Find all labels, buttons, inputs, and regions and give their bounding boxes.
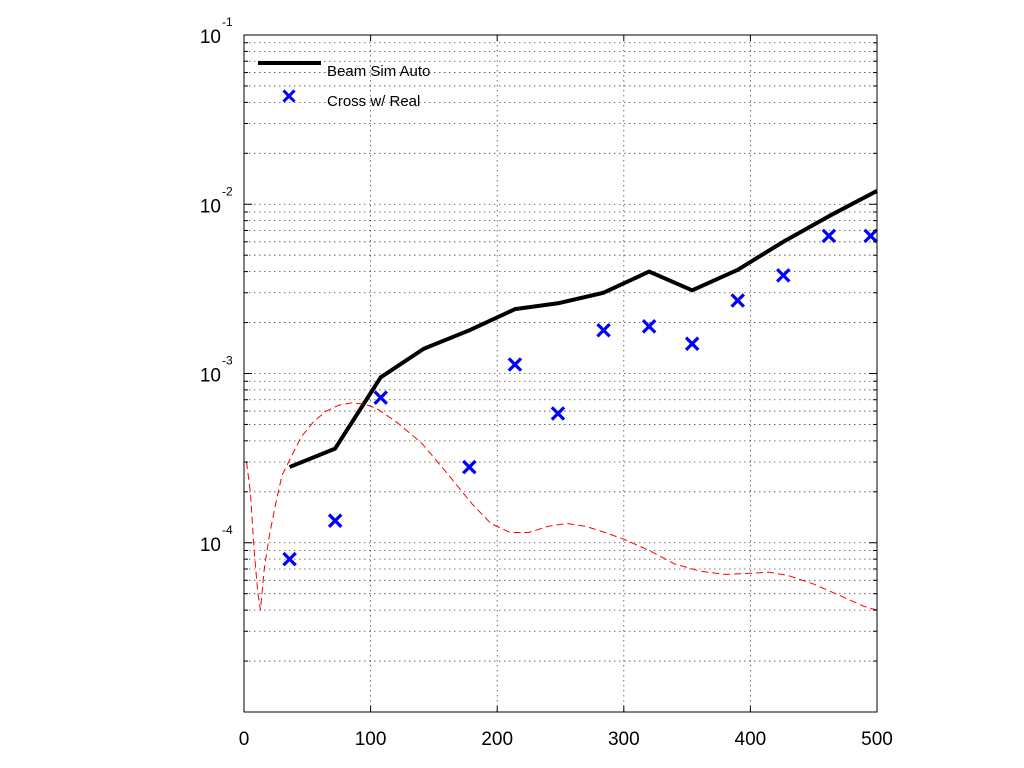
data-point-marker [684, 336, 700, 351]
legend-label: Cross w/ Real [327, 93, 420, 110]
legend-label: Beam Sim Auto [327, 63, 430, 80]
x-tick-labels: 0 100 200 300 400 500 [239, 729, 893, 750]
data-point-marker [462, 459, 477, 475]
data-point-marker [596, 323, 611, 338]
legend-marker-sample [282, 89, 296, 103]
data-point-marker [282, 551, 297, 567]
y-tick-label-base: 10 [200, 27, 221, 48]
y-tick-label-exponent: -3 [222, 354, 233, 368]
y-tick-label-exponent: -1 [222, 15, 233, 29]
x-tick-label: 400 [735, 729, 767, 750]
x-tick-label: 0 [239, 729, 250, 750]
y-tick-label-exponent: -2 [222, 184, 233, 198]
data-point-marker [507, 357, 523, 372]
x-tick-label: 100 [355, 729, 387, 750]
data-point-marker [730, 293, 746, 308]
data-point-marker [863, 228, 878, 244]
y-tick-label-base: 10 [200, 196, 221, 217]
data-point-marker [327, 513, 343, 528]
series-red-dashed-line [246, 402, 878, 611]
series-cross-w-real [282, 228, 878, 567]
y-tick-label-exponent: -4 [222, 523, 233, 537]
y-tick-labels: 10-110-210-310-4 [200, 15, 233, 556]
y-tick-label-base: 10 [200, 366, 221, 387]
grid [243, 35, 878, 713]
x-tick-label: 500 [861, 729, 893, 750]
data-point-marker [821, 228, 837, 244]
x-tick-label: 200 [481, 729, 513, 750]
series-layer [246, 189, 878, 611]
series-beam-sim-auto-line [288, 189, 878, 469]
data-point-marker [776, 268, 791, 283]
y-tick-label-base: 10 [200, 535, 221, 556]
data-point-marker [641, 319, 657, 334]
axes-ticks [243, 35, 878, 713]
data-point-marker [550, 406, 566, 421]
x-tick-label: 300 [608, 729, 640, 750]
data-point-marker [373, 390, 388, 405]
legend: Beam Sim Auto Cross w/ Real [258, 61, 430, 110]
